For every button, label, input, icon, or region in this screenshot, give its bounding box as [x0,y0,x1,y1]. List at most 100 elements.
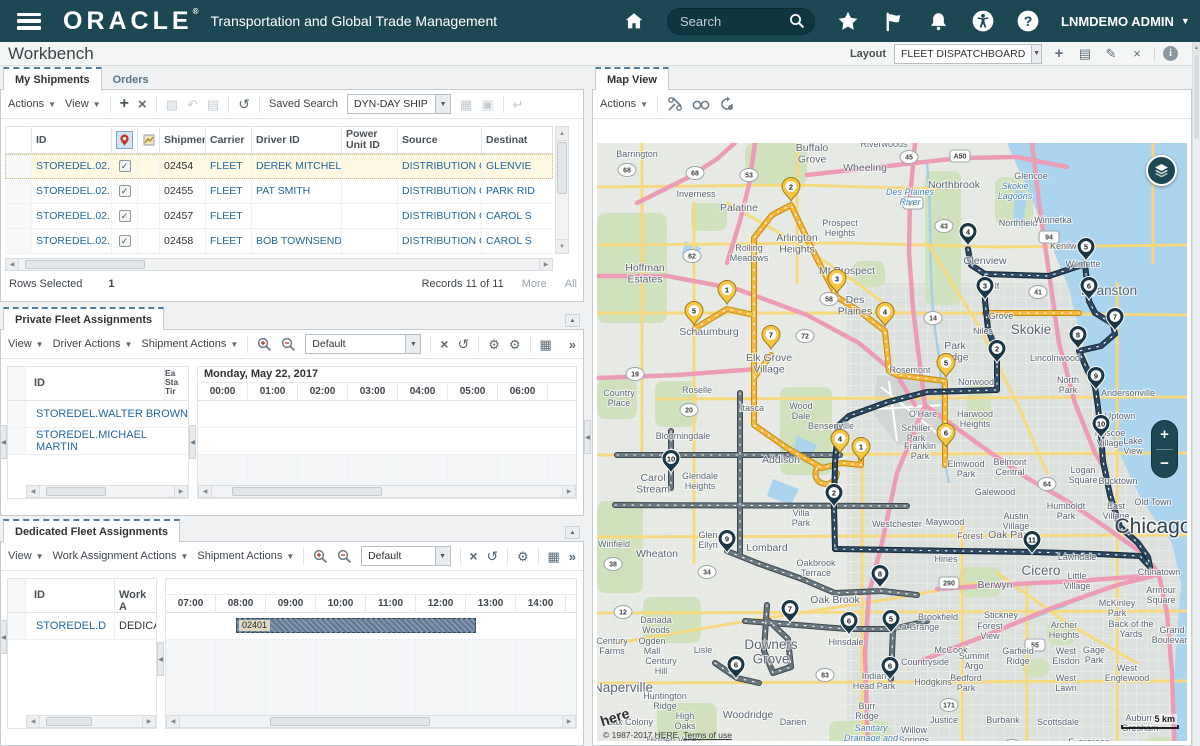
delete-icon[interactable]: × [440,337,448,351]
map-splitter-handle[interactable]: ◀ [584,420,591,454]
save-icon[interactable]: ▤ [207,98,219,111]
cell-source[interactable]: DISTRIBUTION C... [397,204,481,228]
cell-id[interactable]: STOREDEL.02... [31,179,111,203]
undo-icon[interactable]: ↶ [187,98,198,111]
binoculars-icon[interactable] [692,97,710,111]
scroll-right-icon[interactable]: ▶ [174,486,187,497]
cell-on-map[interactable]: ✓ [111,154,137,178]
saved-search-select[interactable]: DYN-DAY SHIP ▼ [347,94,451,114]
copy-layout-button[interactable]: ▤ [1076,46,1094,62]
cell-destination[interactable]: PARK RID [481,179,553,203]
table-vertical-scrollbar[interactable]: ▲ ▼ [555,126,569,254]
checkbox-on-map[interactable]: ✓ [119,235,131,247]
cell-driver[interactable]: PAT SMITH [251,179,341,203]
table-row[interactable]: STOREDEL.02...✓02458FLEETBOB TOWNSENDDIS… [5,229,553,254]
collapse-left-column-icon[interactable]: ◀ [0,425,7,459]
checkbox-on-map[interactable]: ✓ [119,185,131,197]
driver-link[interactable]: STOREDEL.MICHAEL MARTIN [26,429,188,453]
gantt-row[interactable]: 02401 [166,613,576,640]
cell-id[interactable]: STOREDEL.02... [31,154,111,178]
cell-id[interactable]: STOREDEL.02... [31,204,111,228]
tab-orders[interactable]: Orders [102,69,160,90]
info-icon[interactable]: i [1163,46,1178,61]
scroll-right-icon[interactable]: ▶ [562,486,575,497]
shipment-actions-menu[interactable]: Shipment Actions▼ [141,338,238,350]
cell-source[interactable]: DISTRIBUTION C... [397,179,481,203]
driver-link[interactable]: STOREDEL.WALTER BROWN [26,408,188,420]
work-assignment-actions-menu[interactable]: Work Assignment Actions▼ [53,550,189,562]
cell-shipment[interactable]: 02454 [159,154,205,178]
column-earliest-start[interactable]: Ea Sta Tir [164,367,188,400]
chevron-down-icon[interactable]: ▼ [1031,45,1041,63]
work-assignment-id-link[interactable]: STOREDEL.D [26,620,114,632]
column-shipment[interactable]: Shipment [159,127,205,153]
column-destination[interactable]: Destinat [481,127,552,153]
table-icon[interactable]: ▦ [460,98,472,111]
layout-select[interactable]: FLEET DISPATCHBOARD ▼ [894,44,1042,64]
refresh-map-icon[interactable] [719,96,735,112]
list-item[interactable]: STOREDEL.WALTER BROWN [8,401,188,428]
chevron-down-icon[interactable]: ▼ [435,547,450,565]
cell-shipment[interactable]: 02455 [159,179,205,203]
zoom-out-icon[interactable] [281,337,296,352]
cell-on-map[interactable]: ✓ [111,179,137,203]
cell-power-unit[interactable] [341,229,397,253]
add-layout-button[interactable]: + [1050,45,1068,62]
delete-layout-button[interactable]: × [1128,46,1146,61]
column-id[interactable]: ID [31,127,111,153]
table-row[interactable]: STOREDEL.02...✓02457FLEETDISTRIBUTION C.… [5,204,553,229]
driver-settings-icon[interactable]: ⚙ [488,338,500,351]
chevron-down-icon[interactable]: ▼ [405,335,420,353]
gantt-body[interactable]: 02401 [166,613,576,715]
column-flag[interactable] [137,127,159,153]
search-icon[interactable] [789,13,805,29]
tab-private-fleet[interactable]: Private Fleet Assignments [3,307,164,330]
cell-shipment[interactable]: 02458 [159,229,205,253]
cell-on-map[interactable]: ✓ [111,229,137,253]
chevron-down-icon[interactable]: ▼ [435,95,450,113]
cell-power-unit[interactable] [341,154,397,178]
zoom-out-icon[interactable] [337,549,352,564]
more-tools-icon[interactable]: » [569,337,576,352]
user-menu[interactable]: LNMDEMO ADMIN ▼ [1061,14,1190,29]
list-item[interactable]: STOREDEL.MICHAEL MARTIN [8,428,188,455]
home-icon[interactable] [622,9,646,33]
cell-driver[interactable]: DEREK MITCHELL [251,154,341,178]
refresh-icon[interactable]: ↺ [487,549,499,563]
column-work-assignment[interactable]: Work A [114,579,156,612]
grid-icon[interactable]: ▦ [540,338,552,351]
tab-dedicated-fleet[interactable]: Dedicated Fleet Assignments [3,519,180,542]
column-power-unit[interactable]: Power Unit ID [341,127,397,153]
cell-on-map[interactable]: ✓ [111,204,137,228]
refresh-icon[interactable]: ↺ [457,337,469,351]
gantt-horizontal-scrollbar[interactable]: ◀ ▶ [166,715,576,728]
cell-driver[interactable] [251,204,341,228]
view-menu[interactable]: View▼ [8,338,44,350]
column-carrier[interactable]: Carrier [205,127,251,153]
scroll-up-icon[interactable]: ▲ [1193,42,1200,54]
cell-carrier[interactable]: FLEET [205,204,251,228]
scroll-up-icon[interactable]: ▲ [556,127,568,141]
splitter-handle[interactable]: ◀ [157,642,164,676]
menu-icon[interactable] [17,13,41,30]
column-source[interactable]: Source [397,127,481,153]
zoom-in-button[interactable]: + [1152,421,1177,449]
grid-horizontal-scrollbar[interactable]: ◀ ▶ [26,715,156,728]
column-map-pin[interactable] [111,127,137,153]
tab-my-shipments[interactable]: My Shipments [3,67,102,90]
cell-power-unit[interactable] [341,179,397,203]
refresh-icon[interactable]: ↺ [238,97,250,111]
gantt-body[interactable] [198,401,576,485]
zoom-in-icon[interactable] [313,549,328,564]
scroll-right-icon[interactable]: ▶ [562,716,575,727]
scroll-down-icon[interactable]: ▼ [556,239,568,253]
gantt-horizontal-scrollbar[interactable]: ◀ ▶ [198,485,576,498]
actions-menu[interactable]: Actions▼ [8,98,56,110]
gantt-preset-select[interactable]: Default ▼ [361,546,451,566]
grid-icon[interactable]: ▦ [547,550,559,563]
more-link[interactable]: More [522,278,547,290]
delete-icon[interactable]: × [469,549,477,563]
notifications-bell-icon[interactable] [926,9,950,33]
cell-carrier[interactable]: FLEET [205,154,251,178]
gantt-bar-shipment[interactable]: 02401 [236,618,476,633]
